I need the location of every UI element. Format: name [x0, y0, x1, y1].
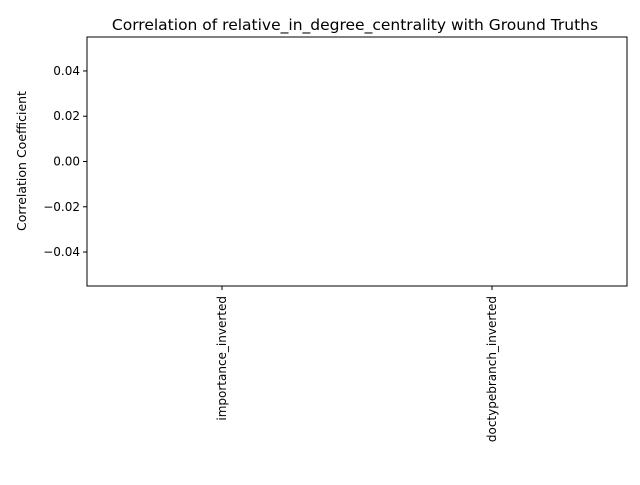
y-ticks: 0.04 0.02 0.00 −0.02 −0.04	[43, 64, 87, 259]
y-axis-label: Correlation Coefficient	[14, 91, 29, 231]
x-tick-label: importance_inverted	[215, 296, 229, 421]
y-tick-label: 0.02	[53, 109, 80, 123]
y-tick-label: 0.00	[53, 155, 80, 169]
y-tick-label: −0.02	[43, 200, 80, 214]
y-tick-label: 0.04	[53, 64, 80, 78]
x-tick-label: doctypebranch_inverted	[485, 296, 499, 442]
chart-title: Correlation of relative_in_degree_centra…	[112, 16, 598, 35]
x-ticks: importance_inverted doctypebranch_inverte…	[215, 286, 499, 442]
y-tick-label: −0.04	[43, 245, 80, 259]
plot-frame	[86, 36, 628, 287]
